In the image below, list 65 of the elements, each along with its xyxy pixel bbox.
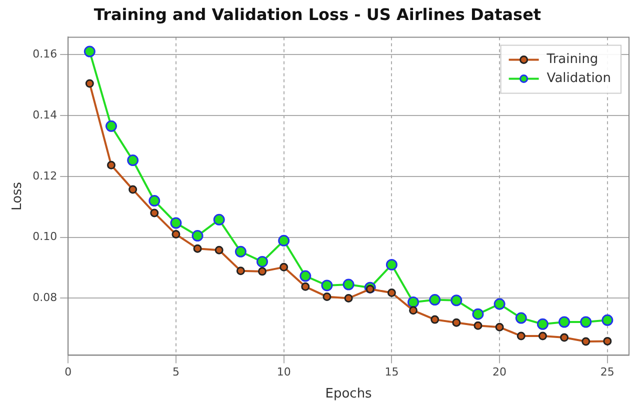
x-tick-label: 15 xyxy=(384,366,399,379)
point xyxy=(300,270,312,282)
point xyxy=(538,332,547,340)
y-tick-label: 0.08 xyxy=(32,291,58,304)
point xyxy=(170,217,182,229)
point xyxy=(386,258,398,270)
point xyxy=(603,336,612,346)
point xyxy=(258,267,267,276)
y-tick-label: 0.16 xyxy=(32,47,58,60)
point xyxy=(278,234,290,246)
point xyxy=(430,315,440,324)
point xyxy=(322,292,332,301)
point xyxy=(234,246,246,258)
point xyxy=(342,278,354,290)
point xyxy=(408,296,420,308)
point xyxy=(192,230,204,242)
point xyxy=(321,280,333,292)
point xyxy=(213,214,225,226)
chart-title: Training and Validation Loss - US Airlines Dataset xyxy=(94,4,542,24)
point xyxy=(516,332,526,340)
point xyxy=(128,185,138,194)
point xyxy=(474,321,482,330)
point xyxy=(172,230,180,239)
point xyxy=(280,262,288,272)
x-tick-label: 5 xyxy=(172,366,180,379)
point xyxy=(429,294,441,306)
y-tick-label: 0.10 xyxy=(32,230,58,244)
point xyxy=(602,314,614,326)
point xyxy=(580,316,592,328)
point xyxy=(344,294,353,302)
point xyxy=(494,298,506,310)
point xyxy=(582,337,590,346)
point xyxy=(85,79,94,88)
point xyxy=(150,208,159,218)
x-axis-title: Epochs xyxy=(325,386,372,402)
point xyxy=(366,284,374,294)
point xyxy=(450,294,462,306)
x-tick-label: 10 xyxy=(276,366,291,379)
point xyxy=(560,333,569,342)
x-tick-label: 0 xyxy=(64,366,72,379)
point xyxy=(127,154,139,166)
y-tick-label: 0.14 xyxy=(32,108,58,122)
legend-label: Training xyxy=(546,52,598,68)
point xyxy=(256,256,268,268)
point xyxy=(536,318,548,330)
point xyxy=(84,46,96,58)
y-axis-title: Loss xyxy=(10,182,26,210)
x-tick-label: 20 xyxy=(492,366,507,379)
point xyxy=(495,322,504,332)
point xyxy=(106,160,116,170)
point xyxy=(452,318,461,327)
point xyxy=(515,312,527,324)
point xyxy=(472,308,484,320)
point xyxy=(193,244,202,253)
point xyxy=(301,282,310,291)
point xyxy=(387,288,396,298)
point xyxy=(214,246,224,254)
point xyxy=(148,195,160,207)
point xyxy=(236,266,245,276)
y-tick-label: 0.12 xyxy=(32,169,58,182)
point xyxy=(105,120,117,132)
x-tick-label: 25 xyxy=(600,366,614,379)
point xyxy=(409,306,418,315)
legend-label: Validation xyxy=(546,71,612,86)
point xyxy=(558,316,570,328)
